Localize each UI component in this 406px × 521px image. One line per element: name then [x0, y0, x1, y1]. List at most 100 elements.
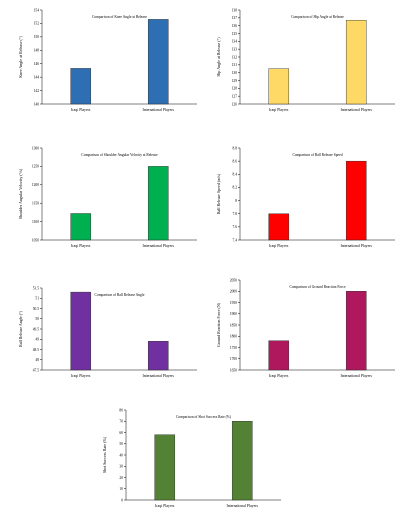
y-tick-label: 129 [232, 79, 238, 83]
y-tick-label: 8.6 [233, 159, 238, 163]
category-label: Iraqi Players [71, 374, 91, 378]
y-tick-label: 1650 [230, 368, 237, 372]
chart-title: Comparison of Ball Release Speed [292, 153, 342, 157]
y-tick-label: 127 [232, 94, 238, 98]
category-label: International Players [142, 374, 174, 378]
category-label: International Players [226, 504, 258, 508]
chart-title: Comparison of Ground Reaction Force [289, 285, 345, 289]
chart-4: Comparison of Ball Release Speed 7.4 7.6 7.… [216, 146, 395, 248]
bar-international [345, 19, 367, 105]
category-label: Iraqi Players [71, 244, 91, 248]
y-tick-label: 137 [232, 16, 238, 20]
category-label: Iraqi Players [269, 108, 289, 112]
y-tick-label: 133 [232, 47, 238, 51]
bar-international [345, 160, 367, 241]
y-tick-label: 8.2 [233, 186, 238, 190]
y-tick-label: 1100 [32, 220, 39, 224]
chart-title: Comparison of Knee Angle at Release [92, 15, 147, 19]
y-tick-label: 1950 [230, 301, 237, 305]
y-tick-label: 1200 [32, 183, 39, 187]
chart-title: Comparison of Hip Angle at Release [291, 15, 344, 19]
category-label: Iraqi Players [269, 374, 289, 378]
y-tick-label: 154 [34, 8, 40, 12]
y-axis-label: Hip Angle at Release (°) [216, 37, 221, 77]
category-label: International Players [340, 374, 372, 378]
y-tick-label: 50.5 [33, 307, 39, 311]
category-label: International Players [340, 108, 372, 112]
y-tick-label: 20 [119, 476, 123, 480]
y-tick-label: 7.6 [233, 225, 238, 229]
y-axis-label: Shoulder Angular Velocity (°/s) [18, 168, 23, 219]
y-tick-label: 70 [119, 420, 123, 424]
bar-iraqi [268, 68, 290, 105]
y-tick-label: 138 [232, 8, 238, 12]
y-tick-label: 47.5 [33, 368, 39, 372]
y-tick-label: 130 [232, 71, 238, 75]
y-tick-label: 1850 [230, 323, 237, 327]
y-tick-label: 1300 [32, 146, 39, 150]
y-tick-label: 49.5 [33, 327, 39, 331]
y-tick-label: 1700 [230, 357, 237, 361]
y-tick-label: 131 [232, 63, 238, 67]
y-tick-label: 50 [35, 317, 39, 321]
y-tick-label: 136 [232, 24, 238, 28]
category-label: Iraqi Players [71, 108, 91, 112]
y-tick-label: 48.5 [33, 348, 39, 352]
bar-international [345, 291, 367, 371]
category-label: Iraqi Players [269, 244, 289, 248]
bar-international [147, 341, 169, 371]
y-tick-label: 126 [232, 102, 238, 106]
y-tick-label: 60 [119, 431, 123, 435]
y-tick-label: 30 [119, 465, 123, 469]
bar-iraqi [154, 434, 176, 501]
bar-iraqi [70, 213, 92, 241]
bar-international [231, 421, 253, 501]
y-tick-label: 8 [235, 199, 237, 203]
y-tick-label: 40 [119, 453, 123, 457]
y-tick-label: 144 [34, 75, 40, 79]
y-tick-label: 150 [34, 35, 40, 39]
y-tick-label: 152 [34, 22, 40, 26]
category-label: Iraqi Players [155, 504, 175, 508]
chart-5: Comparison of Ball Release Angle 47.5 48 48… [18, 286, 197, 378]
y-tick-label: 7.8 [233, 212, 238, 216]
y-tick-label: 148 [34, 49, 40, 53]
y-tick-label: 1050 [32, 238, 39, 242]
y-axis-label: Ground Reaction Force (N) [216, 302, 221, 347]
y-tick-label: 8.4 [233, 173, 238, 177]
chart-6: Comparison of Ground Reaction Force 1650 1… [216, 278, 395, 378]
chart-title: Comparison of Shoulder Angular Velocity … [81, 153, 158, 157]
y-tick-label: 132 [232, 55, 238, 59]
chart-3: Comparison of Shoulder Angular Velocity … [18, 146, 197, 248]
category-label: International Players [340, 244, 372, 248]
y-axis-label: Ball Release Angle (°) [18, 310, 23, 347]
y-tick-label: 7.4 [233, 238, 238, 242]
y-axis-label: Knee Angle at Release (°) [18, 36, 23, 78]
y-tick-label: 128 [232, 87, 238, 91]
category-label: International Players [142, 108, 174, 112]
y-tick-label: 1900 [230, 312, 237, 316]
chart-1: Comparison of Knee Angle at Release 140 14… [18, 8, 197, 112]
y-tick-label: 146 [34, 62, 40, 66]
y-tick-label: 51.5 [33, 286, 39, 290]
y-tick-label: 1250 [32, 165, 39, 169]
bar-international [147, 19, 169, 105]
y-tick-label: 1750 [230, 346, 237, 350]
y-tick-label: 142 [34, 89, 40, 93]
chart-title: Comparison of Ball Release Angle [95, 293, 145, 297]
bar-iraqi [70, 291, 92, 371]
y-axis-label: Shot Success Rate (%) [102, 436, 107, 473]
y-tick-label: 2050 [230, 278, 237, 282]
y-tick-label: 48 [35, 358, 39, 362]
y-tick-label: 10 [119, 487, 123, 491]
chart-2: Comparison of Hip Angle at Release 126 127… [216, 8, 395, 112]
chart-7: Comparison of Shot Success Rate (%) 0 10 20… [102, 408, 281, 508]
y-tick-label: 1800 [230, 335, 237, 339]
y-tick-label: 134 [232, 40, 238, 44]
bar-iraqi [268, 340, 290, 371]
y-tick-label: 80 [119, 408, 123, 412]
category-label: International Players [142, 244, 174, 248]
y-axis-label: Ball Release Speed (m/s) [216, 173, 221, 214]
bar-international [147, 166, 169, 241]
